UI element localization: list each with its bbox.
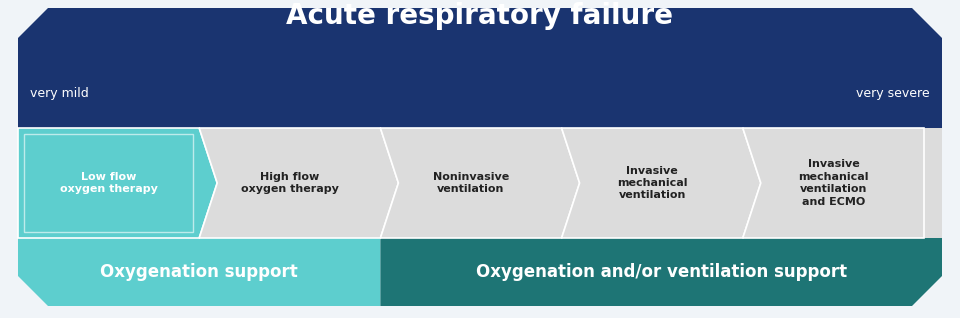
Text: very mild: very mild (30, 87, 88, 100)
Polygon shape (200, 128, 398, 238)
Polygon shape (18, 128, 217, 238)
Text: Oxygenation support: Oxygenation support (101, 263, 298, 281)
Text: Invasive
mechanical
ventilation: Invasive mechanical ventilation (617, 166, 687, 200)
Polygon shape (380, 238, 942, 306)
Text: very severe: very severe (856, 87, 930, 100)
Polygon shape (562, 128, 760, 238)
Polygon shape (18, 8, 942, 148)
Polygon shape (743, 128, 924, 238)
Polygon shape (18, 128, 942, 238)
Text: Invasive
mechanical
ventilation
and ECMO: Invasive mechanical ventilation and ECMO (798, 159, 869, 207)
Text: Noninvasive
ventilation: Noninvasive ventilation (433, 172, 509, 194)
Text: Oxygenation and/or ventilation support: Oxygenation and/or ventilation support (475, 263, 847, 281)
Text: Acute respiratory failure: Acute respiratory failure (286, 2, 674, 30)
Text: Low flow
oxygen therapy: Low flow oxygen therapy (60, 172, 157, 194)
Polygon shape (380, 128, 580, 238)
Polygon shape (18, 238, 380, 306)
Text: High flow
oxygen therapy: High flow oxygen therapy (241, 172, 339, 194)
